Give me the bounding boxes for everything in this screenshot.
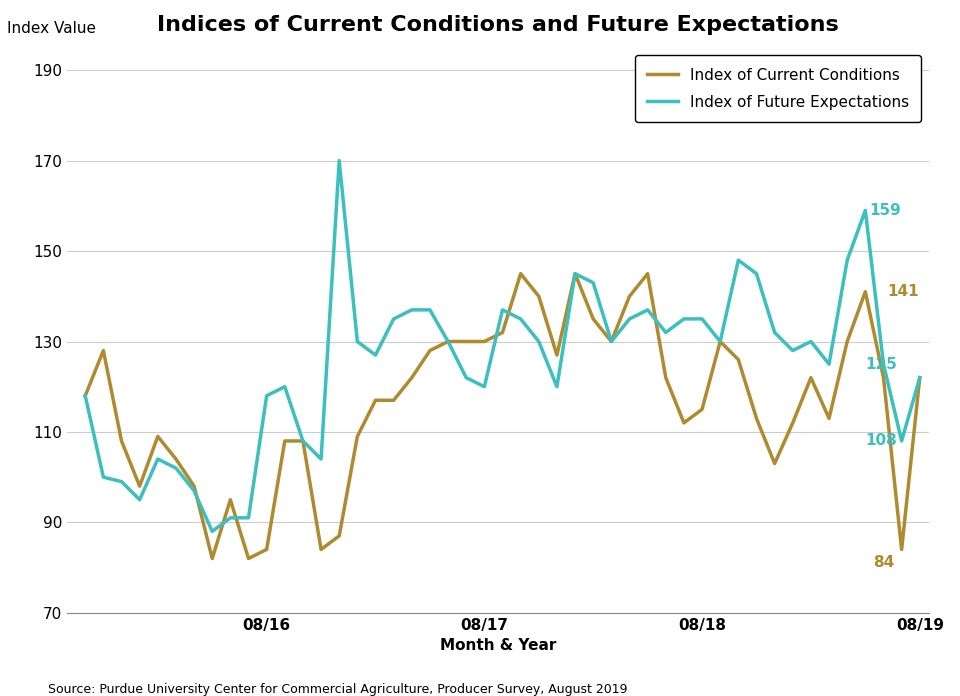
Text: Source: Purdue University Center for Commercial Agriculture, Producer Survey, Au: Source: Purdue University Center for Com… bbox=[48, 683, 628, 695]
Text: 125: 125 bbox=[866, 356, 898, 372]
Text: 159: 159 bbox=[870, 203, 901, 218]
Text: Index Value: Index Value bbox=[7, 22, 96, 36]
Text: 141: 141 bbox=[888, 284, 920, 299]
Legend: Index of Current Conditions, Index of Future Expectations: Index of Current Conditions, Index of Fu… bbox=[635, 55, 922, 122]
Text: 122: 122 bbox=[0, 695, 1, 696]
Text: 84: 84 bbox=[873, 555, 894, 570]
Text: 108: 108 bbox=[866, 434, 898, 448]
Title: Indices of Current Conditions and Future Expectations: Indices of Current Conditions and Future… bbox=[157, 15, 839, 35]
X-axis label: Month & Year: Month & Year bbox=[440, 638, 556, 653]
